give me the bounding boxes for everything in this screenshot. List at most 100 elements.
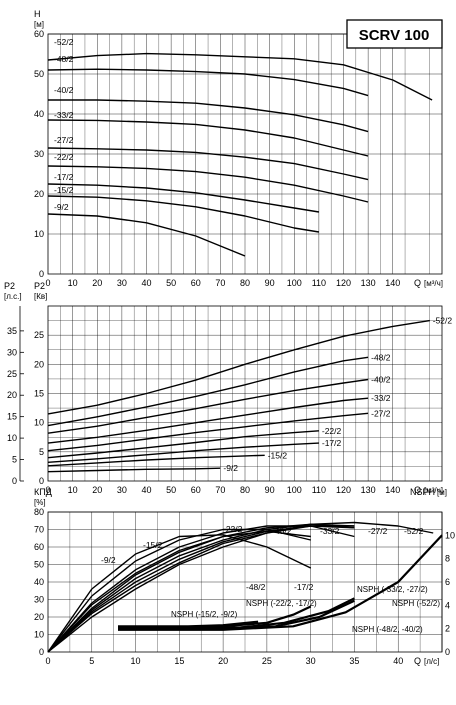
hp-axis-tick-label: 0 [12,476,17,486]
head-x-tick-label: 70 [215,278,225,288]
efficiency-y-tick-label: 30 [34,595,44,605]
efficiency-x-tick-label: 5 [89,656,94,666]
power-x-tick-label: 0 [45,485,50,495]
power-x-tick-label: 140 [385,485,400,495]
hp-axis-tick-label: 30 [7,347,17,357]
efficiency-series-label: -33/2 [320,526,340,536]
nsph-series-label: NSPH (-48/2, -40/2) [352,625,423,634]
head-series-17-2 [47,183,320,213]
nsph-axis-tick-label: 10 [445,530,455,540]
head-series-40-2 [48,99,369,133]
power-series-label: -52/2 [433,316,453,326]
head-series-label: -33/2 [54,110,74,120]
efficiency-series-9-2 [47,534,312,653]
hp-axis-tick-label: 25 [7,369,17,379]
efficiency-x-unit: [л/с] [424,657,439,666]
head-x-tick-label: 140 [385,278,400,288]
efficiency-y-axis-label: КПД [34,487,52,497]
power-x-tick-label: 110 [312,485,326,495]
power-x-unit: [м³/ч] [424,486,443,495]
power-y-unit: [Кв] [34,292,47,301]
efficiency-series-label: -22/2 [223,524,243,534]
head-x-tick-label: 20 [92,278,102,288]
nsph-series-label: NSPH (-33/2, -27/2) [357,585,428,594]
efficiency-x-tick-label: 20 [218,656,228,666]
efficiency-series-17-2 [47,530,311,653]
hp-axis-tick-label: 10 [7,433,17,443]
power-series-22-2 [47,430,319,459]
head-y-tick-label: 40 [34,109,44,119]
head-chart: 0 10 20 30 40 50 60 70 80 90 100 110 120 130 140 0 10 20 3… [34,9,443,288]
power-hp-unit: [л.с.] [4,292,22,301]
head-series-label: -27/2 [54,135,74,145]
efficiency-series-label: -9/2 [101,555,116,565]
head-series-9-2 [47,213,246,257]
power-series-27-2 [47,412,369,452]
efficiency-y-tick-label: 40 [34,577,44,587]
efficiency-y-tick-label: 20 [34,612,44,622]
efficiency-y-tick-label: 50 [34,560,44,570]
power-x-tick-label: 30 [117,485,127,495]
power-x-tick-label: 130 [361,485,376,495]
power-y-tick-label: 15 [34,389,44,399]
head-y-tick-label: 60 [34,29,44,39]
efficiency-y-tick-label: 70 [34,525,44,535]
head-y-tick-label: 50 [34,69,44,79]
power-x-tick-label: 120 [336,485,351,495]
head-series-27-2 [47,147,369,181]
power-series-9-2 [47,467,221,473]
power-x-axis-label: Q [414,485,421,495]
head-series-label: -40/2 [54,85,74,95]
efficiency-x-tick-label: 25 [262,656,272,666]
power-x-tick-label: 20 [92,485,102,495]
head-series-label: -17/2 [54,172,74,182]
efficiency-x-axis-label: Q [414,656,421,666]
power-series-label: -27/2 [371,408,391,418]
efficiency-x-tick-label: 15 [174,656,184,666]
head-series-33-2 [47,119,369,157]
head-y-tick-label: 30 [34,149,44,159]
head-x-tick-label: 50 [166,278,176,288]
title-box: SCRV 100 [346,19,443,49]
head-y-tick-label: 20 [34,189,44,199]
nsph-axis-tick-label: 4 [445,600,450,610]
nsph-series-nsph-52-2 [118,534,443,631]
head-series-label: -52/2 [54,37,74,47]
power-series-label: -22/2 [322,426,342,436]
power-series-17-2 [47,442,319,463]
head-series-label: -9/2 [54,202,69,212]
nsph-axis-tick-label: 8 [445,554,450,564]
hp-axis-tick-label: 5 [12,455,17,465]
efficiency-series-52-2 [47,521,434,653]
head-x-tick-label: 120 [336,278,351,288]
page-title: SCRV 100 [359,27,430,44]
efficiency-y-tick-label: 0 [39,647,44,657]
nsph-axis-tick-label: 2 [445,624,450,634]
efficiency-x-tick-label: 10 [131,656,141,666]
power-series-52-2 [47,319,430,415]
head-y-tick-label: 0 [39,269,44,279]
power-series-label: -17/2 [322,438,342,448]
efficiency-series-label: -27/2 [368,526,388,536]
power-series-label: -40/2 [371,375,391,385]
power-x-tick-label: 100 [287,485,302,495]
power-x-tick-label: 50 [166,485,176,495]
power-x-tick-label: 40 [141,485,151,495]
efficiency-y-tick-label: 10 [34,630,44,640]
nsph-axis-tick-label: 0 [445,647,450,657]
head-series-15-2 [47,195,320,233]
head-series-label: -15/2 [54,185,74,195]
nsph-axis-unit: [м] [437,488,447,497]
power-series-33-2 [47,397,369,444]
power-series-label: -48/2 [371,352,391,362]
power-x-tick-label: 70 [215,485,225,495]
head-y-unit: [м] [34,20,44,29]
power-chart: 0 10 20 30 40 50 60 70 80 90 100 110 120 130 140051015… [4,281,452,495]
efficiency-series-48-2 [47,525,355,653]
head-series-label: -48/2 [54,54,74,64]
power-x-tick-label: 90 [265,485,275,495]
hp-axis-tick-label: 20 [7,390,17,400]
efficiency-x-tick-label: 35 [349,656,359,666]
